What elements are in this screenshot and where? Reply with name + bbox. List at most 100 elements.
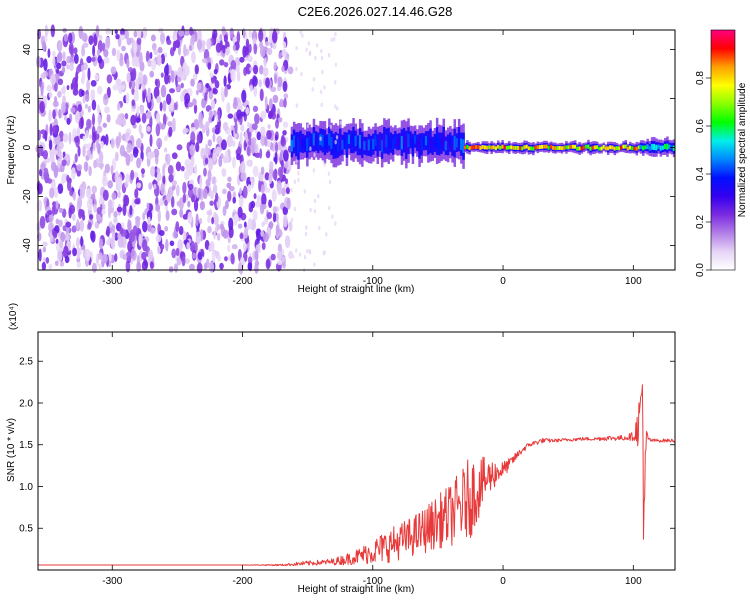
y-tick-label: -40 [22,238,33,253]
spectrogram-cells [35,24,676,275]
spectrogram-cell [424,136,428,146]
spectrogram-cell [309,146,312,151]
spectrogram-cell [330,136,333,150]
spectrogram-cell [43,167,49,179]
spectrogram-cell [87,67,91,81]
spectrogram-cell [136,261,142,272]
spectrogram-cell [222,121,229,132]
spectrogram-cell [133,30,138,38]
spectrogram-cell [339,120,342,125]
spectrogram-cell [312,133,316,146]
spectrogram-cell [460,138,463,151]
spectrogram-cell [265,258,271,270]
spectrogram-cell [420,138,424,150]
spectrogram-cell [207,225,212,234]
spectrogram-cell [149,70,155,78]
spectrogram-cell [236,109,243,120]
spectrogram-cell [90,80,97,87]
spectrogram-cell [97,114,102,126]
spectrogram-cell [138,123,142,135]
spectrogram-cell [72,247,77,257]
spectrogram-cell [254,250,259,260]
spectrogram-cell [97,85,103,95]
spectrogram-cell [317,137,320,148]
spectrogram-cell [199,200,205,211]
spectrogram-cell [250,200,256,209]
spectrogram-cell [87,221,92,230]
spectrogram-cell [182,193,187,204]
spectrogram-cell [140,31,144,39]
spectrogram-cell [158,230,165,237]
spectrogram-cell [258,29,264,42]
spectrogram-cell [38,248,42,262]
spectrogram-cell [150,58,157,71]
spectrogram-cell [39,101,45,114]
spectrogram-cell [195,142,200,153]
spectrogram-cell [80,89,85,97]
spectrogram-cell [227,244,231,253]
spectrogram-cell [47,178,53,184]
spectrogram-cell [116,206,123,213]
spectrogram-cell [230,124,235,131]
spectrogram-cell [276,206,280,212]
spectrogram-cell [303,254,307,260]
spectrogram-cell [646,144,649,150]
spectrogram-cell [282,262,286,269]
spectrogram-cell [146,126,151,132]
spectrogram-cell [111,47,117,57]
y-tick-label: 1.5 [19,440,33,451]
spectrogram-cell [171,208,178,216]
spectrogram-cell [240,124,245,132]
spectrogram-cell [282,214,288,228]
spectrogram-cell [141,251,147,261]
spectrogram-cell [199,176,203,189]
spectrogram-cell [609,145,612,150]
spectrogram-cell [209,72,214,78]
spectrogram-cell [281,187,286,197]
spectrogram-cell [156,54,162,67]
spectrogram-cell [213,68,218,75]
spectrogram-cell [208,90,214,100]
spectrogram-cell [159,243,165,250]
spectrogram-cell [61,176,64,186]
spectrogram-cell [204,157,209,165]
spectrogram-cell [92,113,95,126]
spectrogram-cell [295,103,299,108]
spectrogram-cell [224,151,229,158]
spectrogram-cell [125,251,132,262]
spectrogram-cell [304,231,308,237]
spectrogram-cell [197,187,202,200]
spectrogram-cell [155,203,161,212]
spectrogram-cell [37,182,43,195]
spectrogram-cell [290,140,294,152]
spectrogram-cell [39,215,46,229]
spectrogram-cell [96,207,102,215]
spectrogram-cell [427,136,430,149]
spectrogram-cell [130,114,137,126]
spectrogram-cell [80,116,84,129]
spectrogram-cell [96,49,101,57]
spectrogram-cell [132,67,137,81]
spectrogram-cell [72,213,76,221]
spectrogram-cell [135,117,141,123]
spectrogram-cell [446,139,450,151]
spectrogram-cell [165,238,169,252]
spectrogram-cell [230,252,235,265]
spectrogram-cell [239,56,245,63]
spectrogram-cell [205,143,209,155]
spectrogram-cell [160,182,165,195]
spectrogram-cell [514,145,518,150]
spectrogram-cell [620,145,623,150]
spectrogram-cell [110,165,114,175]
spectrogram-cell [94,221,100,229]
spectrogram-cell [293,206,297,212]
spectrogram-cell [234,121,238,134]
spectrogram-cell [431,141,435,151]
spectrogram-cell [110,137,115,149]
spectrogram-cell [256,194,262,204]
spectrogram-cell [272,169,278,181]
spectrogram-cell [138,51,143,65]
spectrogram-cell [45,257,50,264]
spectrogram-cell [207,147,211,156]
spectrogram-cell [547,145,551,150]
